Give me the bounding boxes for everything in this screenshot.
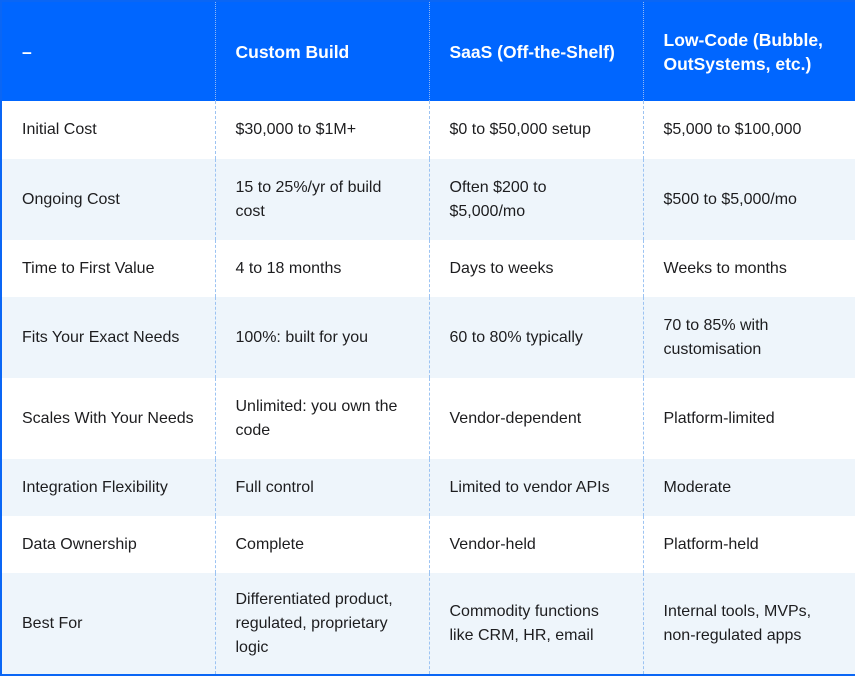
row-label: Initial Cost <box>22 121 97 138</box>
table-cell: 60 to 80% typically <box>428 297 643 378</box>
table-cell: Platform-limited <box>642 378 855 459</box>
table-cell: Often $200 to $5,000/mo <box>428 159 643 240</box>
table-cell: Internal tools, MVPs, non-regulated apps <box>642 573 855 675</box>
table-cell: Weeks to months <box>642 240 855 297</box>
row-label: Ongoing Cost <box>1 159 215 240</box>
table-cell: 100%: built for you <box>214 297 429 378</box>
table-cell: Commodity functions like CRM, HR, email <box>428 573 643 675</box>
table-cell: Vendor-dependent <box>428 378 643 459</box>
header-row: – Custom Build SaaS (Off-the-Shelf) Low-… <box>1 1 855 101</box>
row-label: Best For <box>1 573 215 675</box>
table-row: Fits Your Exact Needs 100%: built for you… <box>1 297 855 378</box>
table-cell: Moderate <box>642 459 855 516</box>
table-cell: Days to weeks <box>428 240 643 297</box>
row-label: Integration Flexibility <box>1 459 215 516</box>
row-label: Data Ownership <box>22 535 137 553</box>
table-row: Initial Cost $30,000 to $1M+ $0 to $50,000… <box>1 101 855 159</box>
table-cell: $0 to $50,000 setup <box>428 101 643 159</box>
table-row: Time to First Value 4 to 18 months Days to… <box>1 240 855 297</box>
header-cell: – <box>1 1 215 101</box>
table-cell: Differentiated product, regulated, propr… <box>214 573 429 675</box>
row-label: Scales With Your Needs <box>22 409 194 427</box>
table-cell: Platform-held <box>642 516 855 573</box>
table-cell: Vendor-held <box>428 516 643 573</box>
table-cell: $5,000 to $100,000 <box>642 101 855 159</box>
table-row: Ongoing Cost 15 to 25%/yr of build cost Of… <box>1 159 855 240</box>
table-cell: Unlimited: you own the code <box>214 378 429 459</box>
header-cell: Custom Build <box>214 1 429 101</box>
table-cell: Full control <box>214 459 429 516</box>
table-cell: $30,000 to $1M+ <box>214 101 429 159</box>
table-cell: 70 to 85% with customisation <box>642 297 855 378</box>
table-cell: 4 to 18 months <box>214 240 429 297</box>
table-row: Integration Flexibility Full control Limit… <box>1 459 855 516</box>
row-label: Fits Your Exact Needs <box>1 297 215 378</box>
table-row: Data Ownership Complete Vendor-held Platfor… <box>1 516 855 573</box>
table-cell: Complete <box>214 516 429 573</box>
table-row: Best For Differentiated product, regulate… <box>1 573 855 675</box>
table-row: Scales With Your Needs Unlimited: you own… <box>1 378 855 459</box>
table-cell: $500 to $5,000/mo <box>642 159 855 240</box>
row-label: Time to First Value <box>22 259 155 277</box>
table-cell: Limited to vendor APIs <box>428 459 643 516</box>
header-cell: Low-Code (Bubble, OutSystems, etc.) <box>642 1 855 101</box>
table-cell: 15 to 25%/yr of build cost <box>214 159 429 240</box>
header-cell: SaaS (Off-the-Shelf) <box>428 1 643 101</box>
